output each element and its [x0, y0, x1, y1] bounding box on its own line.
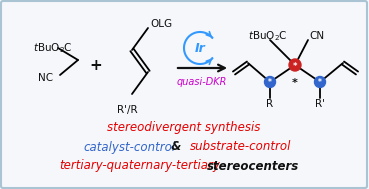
Text: NC: NC — [38, 73, 53, 83]
Text: +: + — [90, 57, 102, 73]
Text: &: & — [167, 140, 185, 153]
Text: stereocenters: stereocenters — [207, 160, 299, 173]
Text: CN: CN — [309, 31, 324, 41]
Circle shape — [265, 77, 276, 88]
Text: *: * — [293, 61, 297, 70]
Text: Ir: Ir — [194, 42, 206, 54]
Text: $t$BuO$_2$C: $t$BuO$_2$C — [248, 29, 288, 43]
Text: catalyst-control: catalyst-control — [84, 140, 176, 153]
Circle shape — [314, 77, 325, 88]
Text: stereodivergent synthesis: stereodivergent synthesis — [107, 122, 261, 135]
Text: quasi-DKR: quasi-DKR — [177, 77, 227, 87]
Text: *: * — [268, 78, 272, 88]
Text: R: R — [266, 99, 273, 109]
Text: OLG: OLG — [150, 19, 172, 29]
Text: R'/R: R'/R — [117, 105, 137, 115]
Text: *: * — [292, 78, 298, 88]
Text: substrate-control: substrate-control — [190, 140, 292, 153]
Text: tertiary-quaternary-tertiary: tertiary-quaternary-tertiary — [59, 160, 220, 173]
Circle shape — [289, 59, 301, 71]
Text: *: * — [318, 78, 322, 88]
Text: $t$BuO$_2$C: $t$BuO$_2$C — [33, 41, 73, 55]
Text: R': R' — [315, 99, 325, 109]
